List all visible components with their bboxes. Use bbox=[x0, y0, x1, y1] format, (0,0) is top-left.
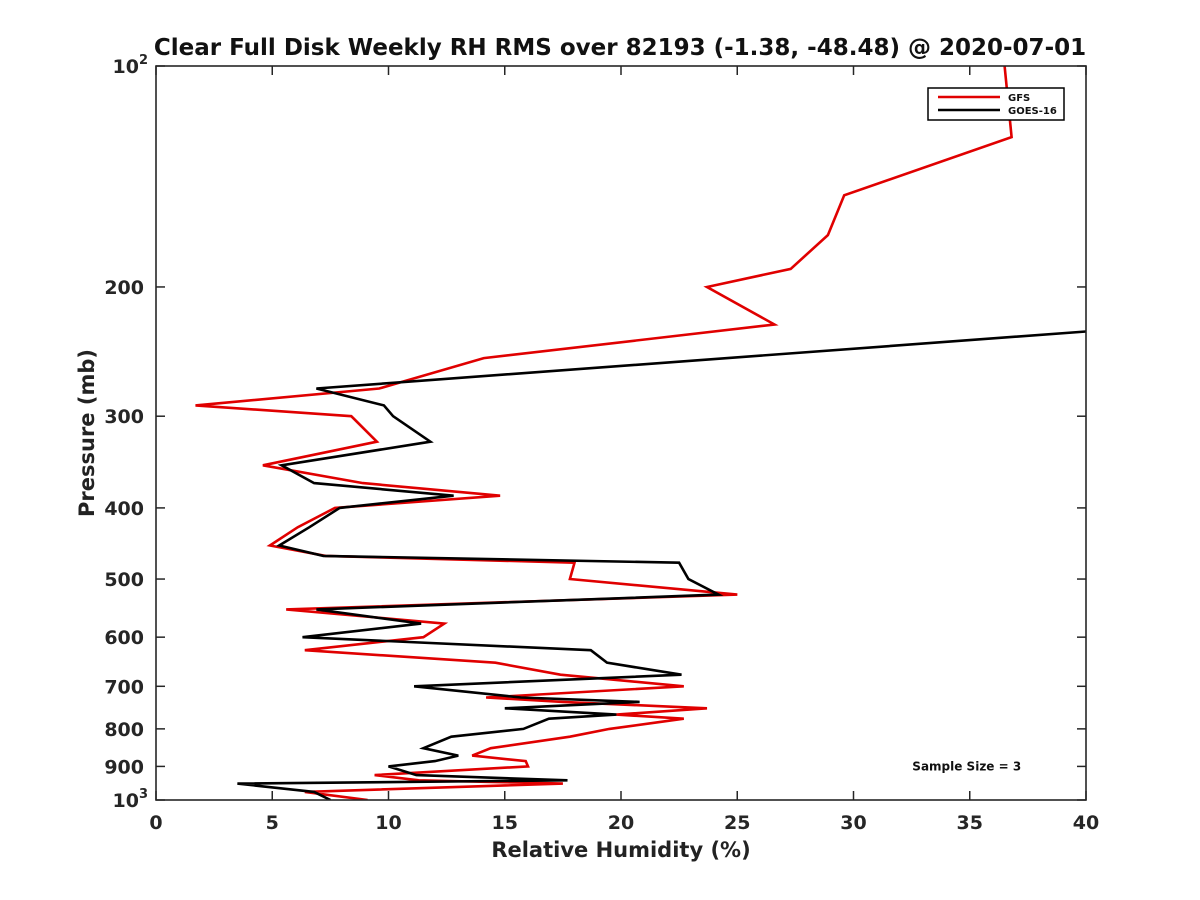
y-tick-label: 900 bbox=[104, 756, 144, 778]
y-tick-label: 400 bbox=[104, 498, 144, 520]
legend: GFS GOES-16 bbox=[927, 87, 1065, 121]
legend-label-goes-16: GOES-16 bbox=[1008, 106, 1057, 117]
y-tick-label: 800 bbox=[104, 719, 144, 741]
y-tick-label: 102 bbox=[113, 53, 149, 78]
series-line-goes-16 bbox=[237, 330, 1087, 800]
x-tick-label: 25 bbox=[724, 812, 750, 834]
sample-size-annotation: Sample Size = 3 bbox=[912, 759, 1021, 773]
y-tick-label: 500 bbox=[104, 569, 144, 591]
y-tick-label: 700 bbox=[104, 676, 144, 698]
x-tick-label: 5 bbox=[266, 812, 279, 834]
y-tick-label: 600 bbox=[104, 627, 144, 649]
legend-box bbox=[927, 87, 1065, 121]
x-tick-label: 15 bbox=[492, 812, 518, 834]
x-tick-label: 30 bbox=[840, 812, 866, 834]
series-line-gfs bbox=[195, 65, 1013, 800]
x-axis-ticks: 0 5 10 15 20 25 30 35 40 bbox=[149, 66, 1099, 834]
x-tick-label: 20 bbox=[608, 812, 634, 834]
y-axis-ticks: 102 200 300 400 500 600 700 800 900 103 bbox=[104, 53, 1086, 812]
chart-title: Clear Full Disk Weekly RH RMS over 82193… bbox=[154, 35, 1086, 61]
x-tick-label: 10 bbox=[375, 812, 401, 834]
y-tick-label: 200 bbox=[104, 277, 144, 299]
y-tick-label: 103 bbox=[113, 787, 149, 812]
y-tick-label: 300 bbox=[104, 406, 144, 428]
legend-label-gfs: GFS bbox=[1008, 93, 1030, 104]
x-tick-label: 40 bbox=[1073, 812, 1099, 834]
x-tick-label: 35 bbox=[957, 812, 983, 834]
axes-frame bbox=[155, 65, 1087, 801]
x-axis-label: Relative Humidity (%) bbox=[491, 838, 750, 862]
y-axis-label: Pressure (mb) bbox=[75, 349, 99, 517]
x-tick-label: 0 bbox=[149, 812, 162, 834]
plot-lines bbox=[195, 65, 1087, 800]
